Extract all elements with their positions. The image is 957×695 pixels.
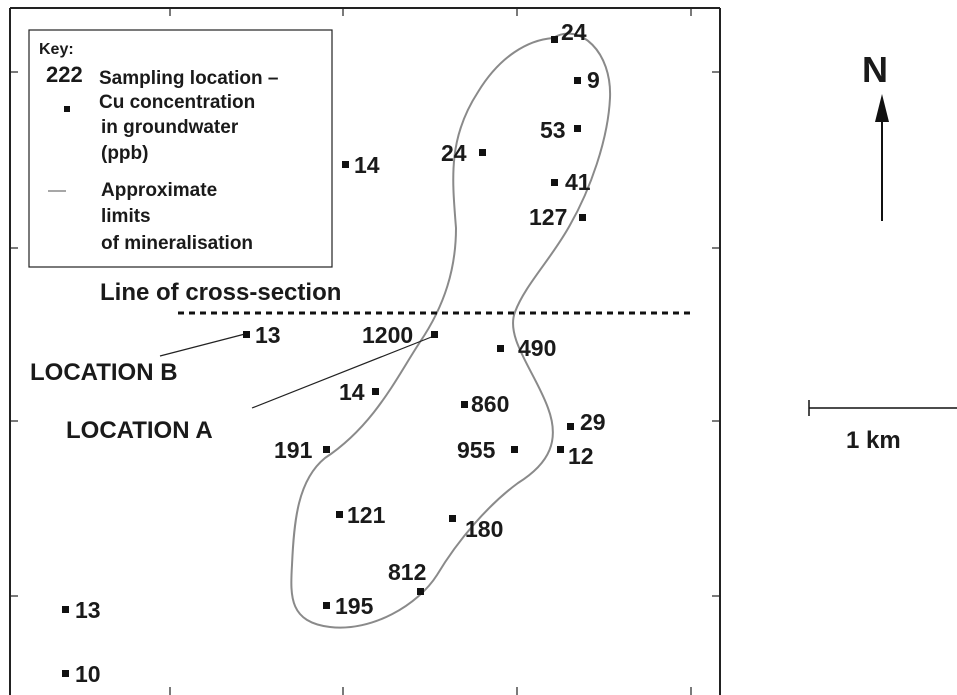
- sample-marker: [417, 588, 424, 595]
- sample-marker: [372, 388, 379, 395]
- cross-section-label: Line of cross-section: [100, 279, 341, 306]
- key-boundary-line-1: Approximate: [101, 180, 217, 201]
- sample-value-s860: 860: [471, 391, 509, 417]
- mineralisation-boundary: [290, 32, 612, 629]
- sample-value-s29: 29: [580, 409, 606, 435]
- map-frame: [9, 7, 721, 695]
- sample-value-s53: 53: [540, 117, 566, 143]
- sample-value-s121: 121: [347, 502, 386, 528]
- location-b-label: LOCATION B: [30, 359, 178, 386]
- sample-value-s1200: 1200: [362, 322, 413, 348]
- sample-value-s13-bottom: 13: [75, 597, 101, 623]
- sample-marker: [336, 511, 343, 518]
- sample-marker: [461, 401, 468, 408]
- sample-value-s812: 812: [388, 559, 426, 585]
- sample-marker: [551, 179, 558, 186]
- sample-marker: [323, 446, 330, 453]
- sample-value-s24-mid: 24: [441, 140, 467, 166]
- key-sampling-line-1: Sampling location –: [99, 68, 278, 89]
- sample-value-s127: 127: [529, 204, 567, 230]
- sample-points: 24 9 53 24 41 127 14 13 1200 490 14: [62, 19, 606, 687]
- sample-marker: [243, 331, 250, 338]
- key-sampling-line-3: in groundwater: [101, 117, 239, 138]
- sample-marker: [579, 214, 586, 221]
- key-boundary-line-3: of mineralisation: [101, 233, 253, 254]
- north-arrow-head: [875, 94, 889, 122]
- sample-marker: [62, 606, 69, 613]
- sample-marker: [431, 331, 438, 338]
- sample-marker: [323, 602, 330, 609]
- key-sampling-line-2: Cu concentration: [99, 92, 255, 113]
- sample-value-s14-top: 14: [354, 152, 380, 178]
- key-sample-number: 222: [46, 62, 83, 87]
- sample-value-s24-top: 24: [561, 19, 587, 45]
- sample-value-s191: 191: [274, 437, 313, 463]
- location-b-leader: [159, 333, 246, 357]
- key-title: Key:: [39, 41, 74, 58]
- sample-marker: [557, 446, 564, 453]
- sample-value-s14-low: 14: [339, 379, 365, 405]
- key-sampling-line-4: (ppb): [101, 143, 148, 164]
- sample-marker: [567, 423, 574, 430]
- sample-value-s12: 12: [568, 443, 594, 469]
- frame-ticks: [10, 8, 720, 695]
- sample-marker: [449, 515, 456, 522]
- scale-label: 1 km: [846, 427, 901, 454]
- sample-value-s955: 955: [457, 437, 496, 463]
- sample-value-s180: 180: [465, 516, 503, 542]
- map-key: Key: 222 Sampling location – Cu concentr…: [28, 29, 333, 268]
- sample-marker: [511, 446, 518, 453]
- sample-value-s9: 9: [587, 67, 600, 93]
- north-arrow: N: [862, 49, 889, 221]
- sample-value-s490: 490: [518, 335, 556, 361]
- sample-marker: [551, 36, 558, 43]
- sample-marker: [62, 670, 69, 677]
- sample-marker: [479, 149, 486, 156]
- sample-value-s13-b: 13: [255, 322, 281, 348]
- north-label: N: [862, 49, 888, 90]
- sample-value-s10: 10: [75, 661, 101, 687]
- sample-marker: [342, 161, 349, 168]
- sample-marker: [574, 125, 581, 132]
- scale-bar: 1 km: [808, 400, 957, 454]
- location-a-leader: [251, 335, 435, 409]
- location-a-label: LOCATION A: [66, 417, 213, 444]
- sample-marker: [574, 77, 581, 84]
- key-boundary-line-2: limits: [101, 206, 151, 227]
- sample-marker: [497, 345, 504, 352]
- sample-value-s195: 195: [335, 593, 374, 619]
- sample-value-s41: 41: [565, 169, 591, 195]
- key-sample-marker: [64, 106, 70, 112]
